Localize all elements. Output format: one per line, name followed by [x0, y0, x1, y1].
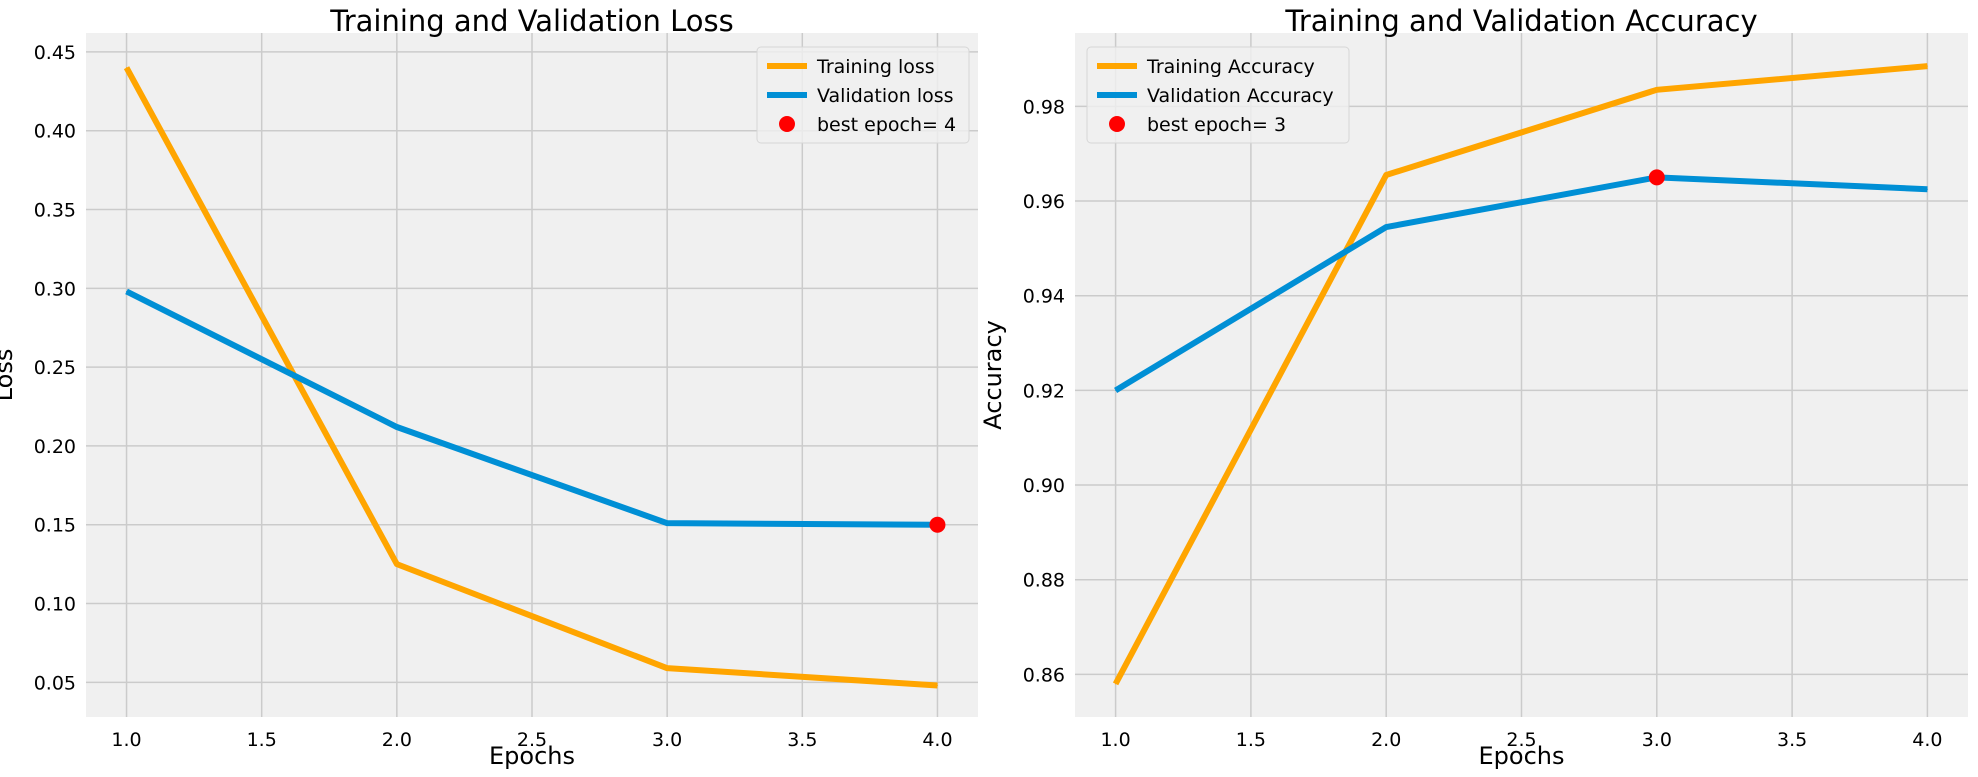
x-tick-label: 1.5 [1236, 729, 1266, 751]
y-tick-label: 0.90 [1023, 475, 1065, 497]
data-point [1115, 683, 1117, 685]
best-epoch-marker [1648, 169, 1665, 186]
best-epoch-marker [929, 516, 946, 533]
x-tick-label: 3.5 [787, 729, 817, 751]
legend-label: Validation loss [817, 85, 954, 107]
data-point [1385, 174, 1387, 176]
legend-best-marker [1109, 116, 1125, 132]
data-point [666, 522, 668, 524]
y-tick-label: 0.35 [34, 200, 76, 222]
y-tick-label: 0.88 [1023, 570, 1065, 592]
accuracy-chart: 1.0 1.5 2.0 2.5 3.0 3.5 4.0 0.86 0.88 0.90 0.92 0.9… [979, 4, 1968, 770]
y-tick-label: 0.05 [34, 672, 76, 694]
y-tick-label: 0.20 [34, 436, 76, 458]
y-tick-label: 0.96 [1023, 191, 1065, 213]
legend-label: best epoch= 4 [817, 114, 956, 136]
data-point [1656, 89, 1658, 91]
data-point [126, 67, 128, 69]
legend-label: Validation Accuracy [1147, 85, 1334, 107]
series-line-training-accuracy [1112, 63, 1928, 686]
y-tick-label: 0.98 [1023, 96, 1065, 118]
legend: Training loss Validation loss best epoch= … [756, 46, 970, 144]
x-tick-label: 1.0 [111, 729, 141, 751]
legend-label: Training loss [816, 56, 935, 78]
y-tick-label: 0.30 [34, 278, 76, 300]
x-tick-label: 2.0 [382, 729, 412, 751]
legend-label: best epoch= 3 [1147, 114, 1286, 136]
x-tick-label: 4.0 [1912, 729, 1942, 751]
data-point [1385, 226, 1387, 228]
x-tick-label: 3.0 [1642, 729, 1672, 751]
data-point [1926, 188, 1928, 190]
data-point [126, 290, 128, 292]
data-point [936, 684, 938, 686]
y-tick-label: 0.25 [34, 357, 76, 379]
y-tick-label: 0.40 [34, 121, 76, 143]
legend: Training Accuracy Validation Accuracy best… [1086, 46, 1350, 144]
y-tick-label: 0.10 [34, 594, 76, 616]
series-line-validation-accuracy [1114, 174, 1928, 393]
legend-label: Training Accuracy [1146, 56, 1315, 78]
x-tick-label: 2.5 [517, 729, 547, 751]
x-tick-label: 2.0 [1371, 729, 1401, 751]
x-tick-label: 1.0 [1100, 729, 1130, 751]
data-point [666, 667, 668, 669]
x-tick-label: 2.5 [1506, 729, 1536, 751]
series-line-validation-loss [125, 288, 938, 528]
chart-title: Training and Validation Loss [329, 4, 733, 38]
x-tick-label: 4.0 [922, 729, 952, 751]
x-axis-label: Epochs [489, 742, 575, 770]
legend-box [756, 46, 970, 144]
legend-box [1086, 46, 1350, 144]
data-point [1926, 65, 1928, 67]
y-tick-label: 0.94 [1023, 286, 1065, 308]
y-tick-label: 0.45 [34, 42, 76, 64]
x-tick-label: 3.0 [652, 729, 682, 751]
x-axis-label: Epochs [1479, 742, 1565, 770]
x-tick-label: 3.5 [1777, 729, 1807, 751]
y-tick-label: 0.15 [34, 515, 76, 537]
x-tick-label: 1.5 [247, 729, 277, 751]
y-axis-label: Accuracy [979, 320, 1007, 430]
data-point [396, 426, 398, 428]
legend-best-marker [779, 116, 795, 132]
data-point [396, 563, 398, 565]
y-axis-label: Loss [0, 349, 18, 402]
data-point [1115, 389, 1117, 391]
chart-title: Training and Validation Accuracy [1284, 4, 1757, 38]
loss-chart: 1.0 1.5 2.0 2.5 3.0 3.5 4.0 0.05 0.10 0.15 0.20 0.2… [0, 4, 978, 770]
y-tick-label: 0.92 [1023, 380, 1065, 402]
series-line-training-loss [123, 66, 938, 689]
y-tick-label: 0.86 [1023, 664, 1065, 686]
